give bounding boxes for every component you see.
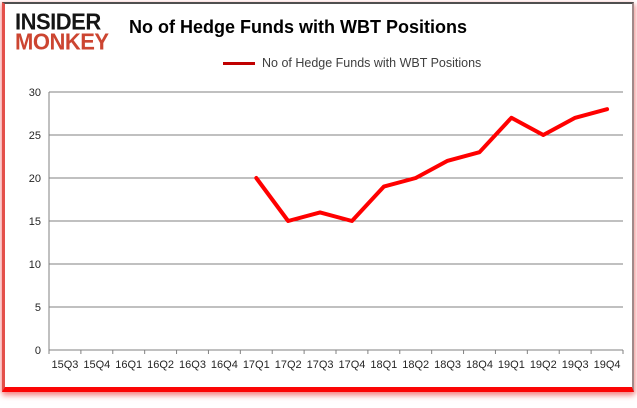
x-tick-label: 16Q4 [211, 359, 238, 371]
logo-insider-text: INSIDER [15, 8, 101, 35]
x-tick-label: 18Q3 [434, 359, 461, 371]
x-tick-label: 15Q3 [51, 359, 78, 371]
logo-monkey-text: MONKEY [15, 28, 109, 55]
series-line [254, 107, 610, 223]
y-tick-label: 0 [35, 345, 41, 357]
x-tick-label: 19Q1 [498, 359, 525, 371]
y-tick-label: 25 [29, 130, 41, 142]
insider-monkey-logo: INSIDER MONKEY [15, 8, 109, 55]
x-tick-label: 16Q1 [115, 359, 142, 371]
x-tick-label: 17Q2 [275, 359, 302, 371]
x-tick-label: 17Q3 [307, 359, 334, 371]
legend-label: No of Hedge Funds with WBT Positions [262, 56, 482, 70]
x-tick-label: 19Q2 [530, 359, 557, 371]
chart-frame: INSIDER MONKEY No of Hedge Funds with WB… [2, 2, 634, 392]
x-tick-label: 18Q1 [370, 359, 397, 371]
x-tick-label: 18Q4 [466, 359, 493, 371]
x-tick-label: 15Q4 [83, 359, 110, 371]
y-tick-label: 10 [29, 259, 41, 271]
y-tick-label: 15 [29, 216, 41, 228]
x-tick-label: 17Q4 [338, 359, 365, 371]
y-tick-label: 5 [35, 302, 41, 314]
y-tick-label: 30 [29, 87, 41, 99]
legend: No of Hedge Funds with WBT Positions [223, 56, 481, 70]
x-tick-label: 17Q1 [243, 359, 270, 371]
x-tick-label: 16Q3 [179, 359, 206, 371]
x-tick-label: 19Q3 [562, 359, 589, 371]
x-tick-label: 19Q4 [594, 359, 621, 371]
legend-line-swatch [223, 61, 255, 65]
y-tick-label: 20 [29, 173, 41, 185]
line-chart-canvas: 0 5 10 15 20 25 30 15Q3 15Q4 16Q1 16Q2 16Q3 16Q4 17Q1… [29, 87, 624, 371]
x-tick-label: 18Q2 [402, 359, 429, 371]
page-title: No of Hedge Funds with WBT Positions [129, 17, 467, 37]
x-tick-label: 16Q2 [147, 359, 174, 371]
